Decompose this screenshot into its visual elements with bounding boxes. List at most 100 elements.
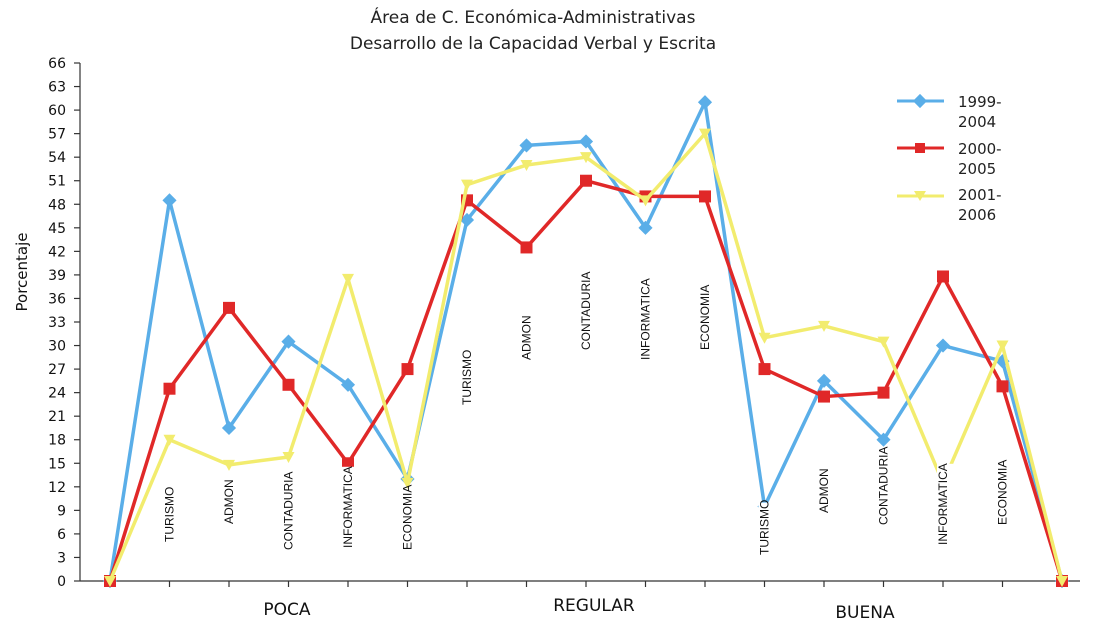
data-point <box>401 477 414 489</box>
legend-marker-1999-2004 <box>912 93 928 109</box>
y-tick-label: 39 <box>48 268 66 284</box>
y-tick-label: 24 <box>48 386 66 402</box>
chart-subtitle: Desarrollo de la Capacidad Verbal y Escr… <box>350 34 716 54</box>
category-label: ADMON <box>817 468 831 513</box>
data-point <box>162 193 177 208</box>
data-point <box>996 340 1009 352</box>
data-point <box>877 386 890 399</box>
y-tick-label: 66 <box>48 56 66 72</box>
data-point <box>163 434 176 446</box>
category-label-background <box>996 465 1013 529</box>
data-point <box>580 174 592 187</box>
legend-marker-2000-2005 <box>915 143 925 153</box>
data-point <box>758 332 771 344</box>
y-tick-label: 48 <box>48 197 66 213</box>
category-label-background <box>461 352 477 409</box>
group-label-buena: BUENA <box>835 603 895 623</box>
y-tick-label: 63 <box>48 80 66 96</box>
data-point <box>223 459 235 471</box>
y-tick-label: 30 <box>48 339 66 355</box>
category-label-background <box>639 278 656 364</box>
data-point <box>281 334 296 349</box>
data-point <box>816 373 832 388</box>
data-point <box>937 270 949 283</box>
data-point <box>996 380 1009 393</box>
data-point <box>401 363 414 376</box>
category-label-background <box>580 276 596 354</box>
group-label-poca: POCA <box>263 600 311 620</box>
group-labels: POCA REGULAR BUENA <box>263 596 895 623</box>
data-point <box>163 382 176 395</box>
series-line <box>108 131 1064 582</box>
y-tick-label: 42 <box>48 244 66 260</box>
category-label-background <box>163 489 180 546</box>
data-point <box>459 212 475 228</box>
legend-label-1999-2004-line2: 2004 <box>958 113 996 131</box>
y-tick-label: 33 <box>48 315 66 331</box>
category-label-background <box>282 476 299 554</box>
category-label-background <box>223 486 239 528</box>
data-point <box>282 451 295 463</box>
y-axis-label: Porcentaje <box>13 233 31 312</box>
category-label-background <box>342 466 358 552</box>
category-label-background <box>758 502 775 559</box>
y-tick-label: 3 <box>57 550 66 566</box>
data-point <box>638 220 653 235</box>
category-label: CONTADURIA <box>282 472 296 550</box>
data-point <box>578 134 594 149</box>
y-tick-label: 36 <box>48 291 66 307</box>
data-point <box>340 377 356 392</box>
y-tick-label: 21 <box>48 409 66 425</box>
category-label: ADMON <box>222 479 236 524</box>
category-label: TURISMO <box>163 487 177 542</box>
category-label-background <box>401 490 418 554</box>
data-point <box>221 420 237 436</box>
data-point <box>818 320 830 332</box>
data-point <box>758 363 771 376</box>
legend-label-2000-2005-line2: 2005 <box>958 160 996 178</box>
data-point <box>520 160 533 172</box>
data-point <box>697 95 713 110</box>
category-label: CONTADURIA <box>877 447 891 525</box>
category-label: TURISMO <box>460 350 474 405</box>
series-lines <box>102 95 1070 589</box>
series-2001-2006 <box>104 128 1068 587</box>
data-point <box>699 190 711 203</box>
data-point <box>818 390 830 403</box>
category-label: ECONOMIA <box>698 285 712 350</box>
x-axis <box>80 580 1080 587</box>
data-point <box>876 432 891 447</box>
data-point <box>639 195 652 207</box>
category-label-background <box>699 290 715 354</box>
data-point <box>461 179 473 191</box>
category-label: CONTADURIA <box>579 272 593 350</box>
data-point <box>699 128 711 140</box>
legend-label-2001-2006-line1: 2001- <box>958 186 1002 204</box>
y-axis: 0369121518212427303336394245485154576063… <box>48 56 81 590</box>
category-label: ECONOMIA <box>401 485 415 550</box>
chart-title: Área de C. Económica-Administrativas <box>371 6 696 28</box>
data-point <box>519 138 534 153</box>
category-label-background <box>937 463 953 549</box>
y-tick-label: 45 <box>48 221 66 237</box>
series-2000-2005 <box>104 174 1068 587</box>
data-point <box>342 273 354 285</box>
y-tick-label: 6 <box>57 527 66 543</box>
y-tick-label: 0 <box>57 574 66 590</box>
category-label: INFORMATICA <box>639 278 653 360</box>
category-label-background <box>877 451 894 529</box>
y-tick-label: 15 <box>48 456 66 472</box>
category-label: INFORMATICA <box>936 463 950 545</box>
data-point <box>580 152 592 164</box>
category-label: ADMON <box>520 315 534 360</box>
category-label: INFORMATICA <box>341 466 355 548</box>
category-label-background <box>818 475 834 517</box>
category-labels: TURISMO ADMON CONTADURIA INFORMATICA ECONOMI… <box>163 272 1013 559</box>
legend-marker-2001-2006 <box>914 191 926 201</box>
category-label: ECONOMIA <box>996 460 1010 525</box>
legend: 1999- 2004 2000- 2005 2001- 2006 <box>897 93 1002 224</box>
data-point <box>520 241 533 254</box>
y-tick-label: 57 <box>48 127 66 143</box>
data-point <box>935 338 951 353</box>
